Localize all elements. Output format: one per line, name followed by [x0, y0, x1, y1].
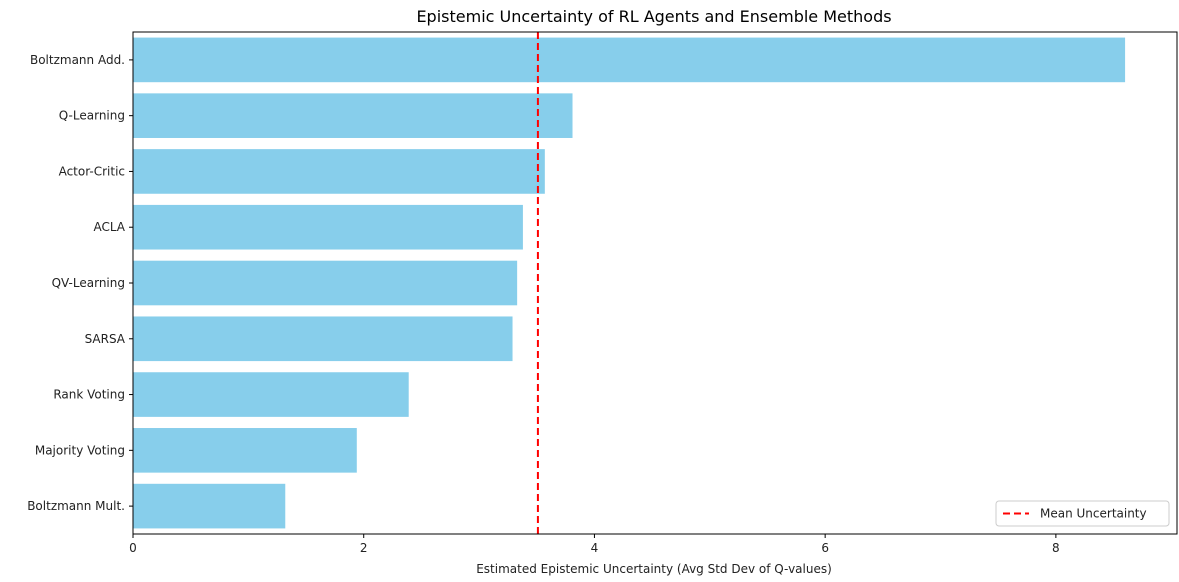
y-tick-label: ACLA	[93, 220, 125, 234]
y-tick-label: Majority Voting	[35, 443, 125, 457]
x-tick-label: 8	[1052, 541, 1060, 555]
bar-boltzmann-add	[133, 37, 1126, 83]
bar-sarsa	[133, 316, 513, 362]
plot-frame	[132, 31, 1178, 535]
bar-boltzmann-mult	[133, 483, 286, 529]
bar-qv-learning	[133, 260, 518, 306]
bar-rank-voting	[133, 372, 409, 417]
y-tick-label: QV-Learning	[52, 276, 125, 290]
x-tick-label: 2	[360, 541, 368, 555]
legend-label: Mean Uncertainty	[1040, 507, 1147, 521]
x-axis-label: Estimated Epistemic Uncertainty (Avg Std…	[476, 562, 832, 576]
y-tick-label: Boltzmann Mult.	[27, 499, 125, 513]
x-ticks: 0 2 4 6 8	[129, 534, 1060, 555]
x-tick-label: 4	[591, 541, 599, 555]
y-tick-label: Actor-Critic	[59, 164, 125, 178]
bar-actor-critic	[133, 149, 545, 194]
x-tick-label: 0	[129, 541, 137, 555]
bar-acla	[133, 204, 523, 250]
y-tick-label: SARSA	[85, 332, 126, 346]
y-tick-label: Rank Voting	[53, 388, 125, 402]
y-tick-label: Q-Learning	[59, 109, 125, 123]
bars-group	[133, 37, 1126, 529]
bar-majority-voting	[133, 428, 357, 473]
y-tick-label: Boltzmann Add.	[30, 53, 125, 67]
legend: Mean Uncertainty	[995, 500, 1170, 527]
y-tick-labels: Boltzmann Add. Q-Learning Actor-Critic ACLA…	[27, 53, 133, 513]
bar-q-learning	[133, 93, 573, 138]
chart-title: Epistemic Uncertainty of RL Agents and E…	[416, 7, 891, 26]
legend-box	[995, 500, 1170, 527]
x-tick-label: 6	[821, 541, 829, 555]
